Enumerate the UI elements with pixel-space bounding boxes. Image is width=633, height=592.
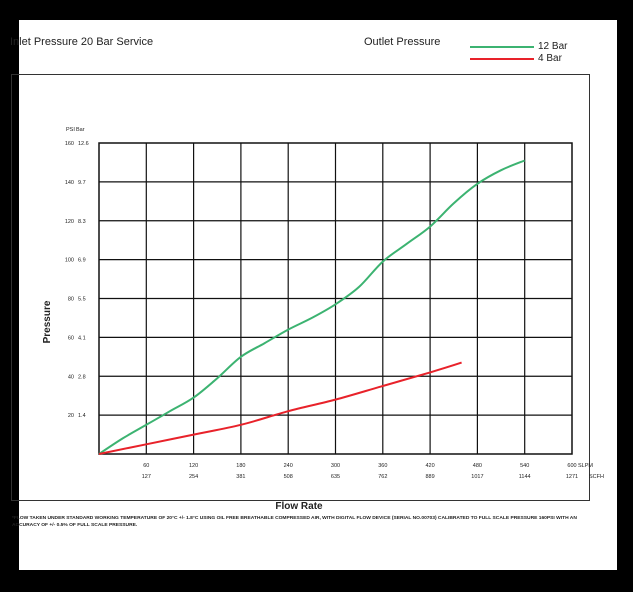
x-tick-label-slpm: 540 [520,463,529,469]
x-tick-label-slpm: 60 [143,463,149,469]
chart-header-title: Inlet Pressure 20 Bar Service [10,36,154,48]
y-tick-label-bar: 6.9 [78,258,86,264]
x-tick-label-slpm: 420 [426,463,435,469]
legend-entry-4-bar: 4 Bar [470,53,562,64]
x-tick-label-scfh: 254 [189,474,198,480]
y-tick-label-psi: 100 [65,258,74,264]
x-tick-label-slpm: 480 [473,463,482,469]
y-tick-label-psi: 120 [65,219,74,225]
y-tick-label-psi: 60 [68,335,74,341]
legend-title: Outlet Pressure [364,36,441,48]
x-unit-label-slpm: SLPM [578,463,593,469]
x-tick-label-slpm: 360 [378,463,387,469]
x-tick-label-slpm: 300 [331,463,340,469]
y-tick-label-psi: 80 [68,297,74,303]
chart-frame [11,74,590,501]
x-unit-label-scfh: SCFH [589,474,604,480]
x-tick-label-scfh: 127 [142,474,151,480]
legend-swatch-12-bar [470,45,534,48]
y-tick-label-bar: 8.3 [78,219,86,225]
x-tick-label-scfh: 508 [284,474,293,480]
legend-swatch-4-bar [470,57,534,60]
x-tick-label-scfh: 1271 [566,474,578,480]
y-tick-label-bar: 2.8 [78,374,86,380]
y-tick-label-psi: 20 [68,413,74,419]
x-tick-label-scfh: 889 [426,474,435,480]
y-unit-label-bar: Bar [76,127,85,133]
y-tick-label-psi: 40 [68,374,74,380]
footnote: *FLOW TAKEN UNDER STANDARD WORKING TEMPE… [12,516,577,528]
y-tick-label-bar: 1.4 [78,413,86,419]
x-tick-label-scfh: 635 [331,474,340,480]
x-tick-label-scfh: 381 [236,474,245,480]
y-tick-label-bar: 9.7 [78,180,86,186]
x-tick-label-slpm: 120 [189,463,198,469]
chart-card [19,20,617,570]
y-tick-label-bar: 5.5 [78,297,86,303]
x-tick-label-scfh: 1017 [471,474,483,480]
legend-label-12-bar: 12 Bar [538,41,568,52]
y-tick-label-bar: 12.6 [78,141,89,147]
y-tick-label-psi: 160 [65,141,74,147]
x-axis-label: Flow Rate [275,501,323,512]
y-unit-label-psi: PSI [66,127,75,133]
legend-entry-12-bar: 12 Bar [470,41,567,52]
x-tick-label-slpm: 240 [284,463,293,469]
series-line-12-bar [98,159,526,455]
y-tick-label-bar: 4.1 [78,335,86,341]
series-line-4-bar [98,361,462,455]
y-tick-label-psi: 140 [65,180,74,186]
legend-label-4-bar: 4 Bar [538,53,562,64]
x-tick-label-scfh: 1144 [519,474,531,480]
y-axis-label: Pressure [42,300,53,343]
x-tick-label-slpm: 180 [236,463,245,469]
x-tick-label-slpm: 600 [567,463,576,469]
x-tick-label-scfh: 762 [378,474,387,480]
